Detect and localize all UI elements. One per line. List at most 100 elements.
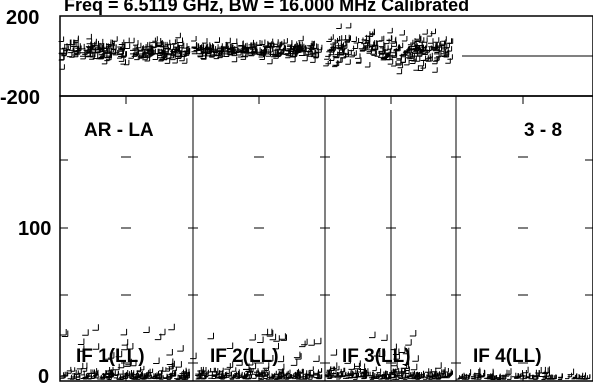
phase-point — [191, 42, 198, 48]
phase-point — [358, 37, 364, 43]
amplitude-point — [299, 340, 306, 348]
amplitude-point — [266, 355, 274, 362]
amplitude-point — [168, 323, 175, 331]
amplitude-point — [526, 373, 531, 379]
phase-point — [377, 36, 383, 42]
phase-point — [106, 54, 112, 61]
amplitude-point — [231, 372, 236, 378]
if-label-1: IF 1(LL) — [76, 346, 145, 367]
amplitude-point — [218, 370, 223, 375]
phase-point — [385, 54, 391, 60]
amplitude-point — [435, 362, 442, 369]
range-label: 3 - 8 — [524, 120, 562, 141]
phase-point — [113, 47, 120, 54]
amplitude-point — [136, 366, 142, 372]
amplitude-point — [231, 367, 237, 372]
amplitude-point — [372, 373, 378, 379]
phase-point — [145, 45, 152, 51]
amplitude-point — [415, 372, 420, 377]
phase-point — [112, 36, 118, 42]
amplitude-point — [263, 371, 269, 377]
amplitude-point — [159, 375, 164, 380]
phase-point — [428, 41, 434, 48]
amplitude-point — [378, 350, 386, 357]
phase-point — [226, 43, 233, 49]
amplitude-point — [236, 359, 243, 366]
phase-point — [351, 36, 357, 42]
amplitude-point — [153, 357, 160, 364]
phase-point — [65, 44, 71, 50]
phase-point — [291, 48, 297, 55]
phase-point — [255, 47, 261, 53]
amplitude-point — [302, 372, 307, 378]
amplitude-point — [67, 374, 73, 380]
amplitude-point — [107, 352, 115, 359]
amplitude-point — [119, 370, 124, 375]
phase-point — [345, 35, 351, 41]
phase-point — [367, 31, 374, 37]
phase-point — [387, 27, 393, 34]
phase-point — [422, 37, 428, 43]
amplitude-grid — [60, 96, 593, 381]
amplitude-point — [309, 366, 314, 371]
phase-point — [164, 58, 171, 64]
amplitude-point — [225, 373, 230, 378]
phase-point — [225, 37, 231, 44]
amplitude-point — [298, 368, 304, 374]
amplitude-point — [208, 374, 213, 379]
phase-point — [316, 47, 322, 53]
amplitude-point — [344, 357, 351, 364]
phase-point — [310, 51, 317, 58]
phase-point — [119, 46, 125, 52]
phase-point — [415, 48, 421, 54]
amplitude-point — [127, 371, 132, 377]
phase-point — [433, 37, 440, 43]
phase-point — [58, 36, 65, 42]
phase-point — [172, 58, 178, 64]
amplitude-point — [474, 369, 481, 376]
amplitude-point — [201, 374, 206, 380]
phase-point — [428, 38, 434, 44]
phase-point — [385, 49, 391, 55]
phase-point — [427, 52, 433, 59]
phase-point — [255, 40, 261, 46]
phase-point — [123, 59, 130, 66]
phase-point — [71, 41, 77, 47]
phase-point — [249, 50, 255, 57]
amplitude-point — [114, 371, 119, 376]
amplitude-point — [60, 329, 67, 336]
phase-point — [411, 56, 417, 62]
phase-point — [378, 41, 385, 48]
phase-point — [177, 37, 183, 43]
amplitude-point — [278, 368, 284, 373]
amplitude-point — [565, 374, 570, 380]
amplitude-point — [397, 373, 403, 378]
phase-point — [83, 45, 90, 51]
phase-point — [92, 53, 99, 59]
amplitude-point — [551, 374, 557, 380]
amplitude-point — [514, 374, 520, 379]
amplitude-point — [327, 374, 333, 379]
amplitude-point — [157, 370, 162, 376]
amplitude-point — [313, 355, 320, 362]
phase-point — [432, 56, 439, 62]
phase-point — [152, 36, 158, 42]
amplitude-point — [226, 342, 234, 349]
amplitude-point — [202, 367, 207, 372]
phase-point — [298, 35, 304, 42]
phase-point — [231, 38, 238, 44]
amplitude-point — [177, 345, 184, 352]
phase-point — [369, 29, 375, 36]
phase-point — [292, 43, 298, 49]
amplitude-point — [94, 373, 99, 379]
amplitude-point — [274, 374, 279, 379]
amplitude-point — [123, 370, 129, 375]
phase-point — [333, 60, 340, 67]
phase-point — [223, 45, 229, 52]
phase-point — [170, 54, 176, 61]
phase-point — [243, 47, 249, 53]
amplitude-point — [265, 328, 273, 336]
amplitude-point — [211, 367, 216, 373]
amplitude-point — [284, 375, 290, 380]
amplitude-point — [402, 347, 410, 355]
